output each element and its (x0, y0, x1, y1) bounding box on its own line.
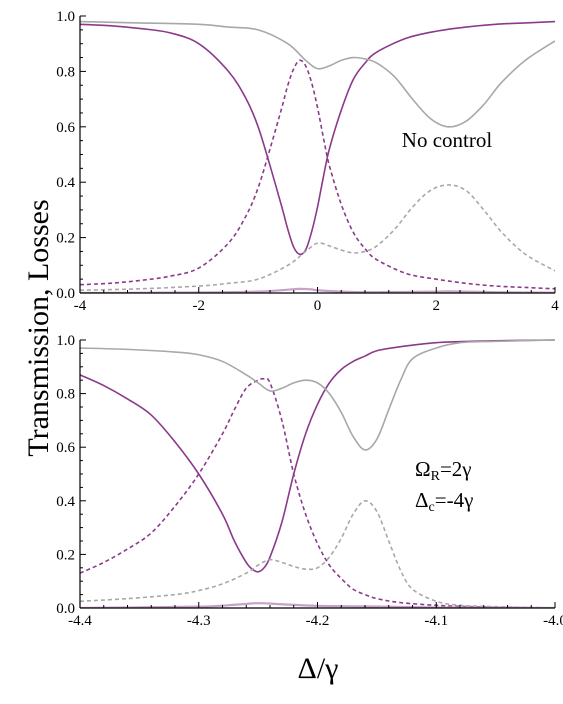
top-panel: -4 -2 0 2 4 0.0 0.2 0.4 0.6 0.8 1.0 No control (56, 9, 559, 314)
bottom-panel-loss-purple-dashed (80, 377, 555, 608)
top-panel-y-tick-label: 0.6 (56, 120, 75, 136)
top-panel-annotation: No control (402, 128, 493, 152)
bottom-panel: -4.4 -4.3 -4.2 -4.1 -4.0 0.0 0.2 0.4 0.6 0.8 1.0 Ω… (56, 333, 563, 629)
bottom-panel-y-tick-label: 0.2 (56, 547, 75, 563)
top-panel-x-tick-label: 2 (433, 298, 441, 314)
bottom-panel-y-tick-label: 0.0 (56, 601, 75, 617)
top-panel-loss-gray-dashed (80, 184, 555, 292)
top-panel-axes: -4 -2 0 2 4 0.0 0.2 0.4 0.6 0.8 1.0 (56, 9, 559, 314)
bottom-panel-x-tick-label: -4.0 (543, 613, 563, 629)
bottom-panel-annotation-detuning: Δc=-4γ (415, 488, 473, 515)
bottom-panel-transmission-purple-solid (80, 339, 555, 573)
top-panel-transmission-purple-solid (80, 20, 555, 256)
y-axis-label: Transmission, Losses (22, 199, 55, 456)
top-panel-y-tick-label: 0.8 (56, 64, 75, 80)
top-panel-loss-purple-dashed (80, 59, 555, 290)
bottom-panel-transmission-gray-solid (80, 339, 555, 451)
bottom-panel-y-tick-label: 0.4 (56, 494, 75, 510)
bottom-panel-x-tick-label: -4.2 (306, 613, 330, 629)
top-panel-x-tick-label: -4 (74, 298, 87, 314)
bottom-panel-x-tick-label: -4.4 (68, 613, 92, 629)
bottom-panel-axes: -4.4 -4.3 -4.2 -4.1 -4.0 0.0 0.2 0.4 0.6 0.8 1.0 (56, 333, 563, 629)
bottom-panel-y-tick-label: 0.8 (56, 387, 75, 403)
bottom-panel-y-tick-label: 1.0 (56, 333, 75, 349)
top-panel-series (80, 20, 555, 293)
bottom-panel-loss-gray-dashed (80, 499, 555, 608)
top-panel-x-tick-label: 4 (551, 298, 559, 314)
bottom-panel-annotation-rabi: ΩR=2γ (415, 457, 472, 484)
top-panel-y-tick-label: 1.0 (56, 9, 75, 25)
x-axis-label: Δ/γ (298, 652, 339, 685)
top-panel-y-tick-label: 0.4 (56, 175, 75, 191)
top-panel-x-tick-label: -2 (193, 298, 206, 314)
bottom-panel-series (80, 339, 555, 608)
top-panel-residual-light-purple-solid (80, 287, 555, 293)
top-panel-transmission-gray-solid (80, 20, 555, 128)
bottom-panel-y-tick-label: 0.6 (56, 440, 75, 456)
bottom-panel-x-tick-label: -4.3 (187, 613, 211, 629)
top-panel-y-tick-label: 0.2 (56, 231, 75, 247)
top-panel-x-tick-label: 0 (314, 298, 322, 314)
top-panel-y-tick-label: 0.0 (56, 286, 75, 302)
bottom-panel-x-tick-label: -4.1 (424, 613, 448, 629)
